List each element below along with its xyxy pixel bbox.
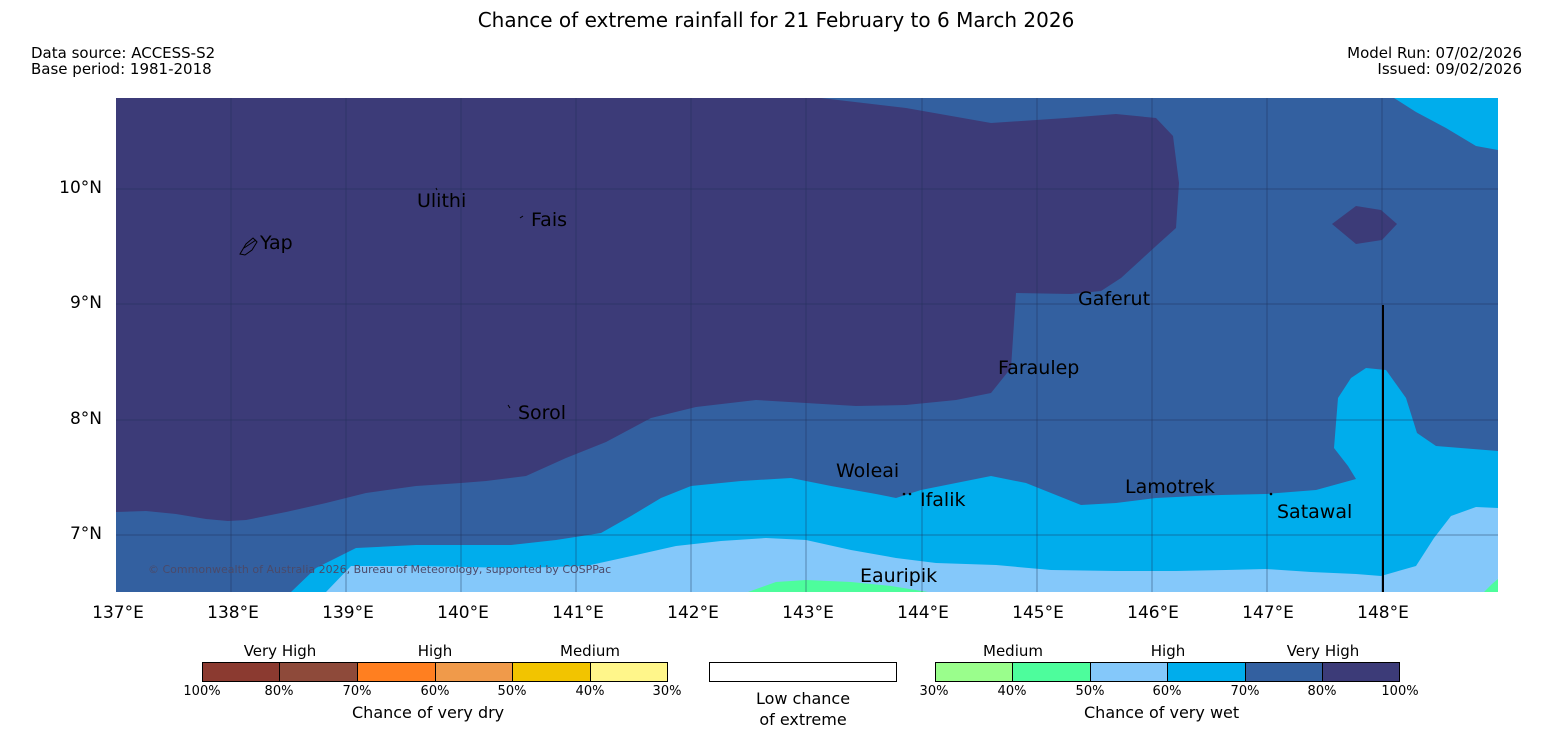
place-label-gaferut: Gaferut	[1078, 288, 1151, 310]
place-label-satawal: Satawal	[1277, 501, 1353, 523]
dry-swatch	[202, 662, 280, 682]
place-label-yap: Yap	[260, 232, 293, 254]
low-chance-line1: Low chance	[755, 689, 851, 708]
dry-tick: 60%	[420, 684, 450, 699]
low-chance-label: Low chance of extreme	[709, 688, 897, 730]
issued-date: Issued: 09/02/2026	[1377, 60, 1522, 78]
dry-swatch	[279, 662, 358, 682]
place-label-fais: Fais	[531, 209, 568, 231]
zone-60-70-main	[291, 368, 1498, 592]
dry-tick: 70%	[342, 684, 372, 699]
dry-swatch	[435, 662, 513, 682]
wet-swatch	[1322, 662, 1400, 682]
low-chance-line2: of extreme	[759, 710, 847, 729]
lon-label: 145°E	[1012, 603, 1064, 623]
low-chance-swatch	[709, 662, 897, 682]
dry-legend-head: High	[417, 642, 453, 660]
wet-tick: 30%	[919, 684, 949, 699]
rainfall-map	[116, 98, 1498, 592]
lon-label: 148°E	[1357, 603, 1409, 623]
data-source: Data source: ACCESS-S2	[31, 44, 216, 62]
wet-swatch	[1090, 662, 1168, 682]
place-label-lamotrek: Lamotrek	[1125, 476, 1215, 498]
dry-tick: 40%	[575, 684, 605, 699]
zone-40-50-edge	[1484, 579, 1498, 592]
dry-tick: 100%	[183, 684, 221, 699]
meta-left: Data source: ACCESS-S2 Base period: 1981…	[31, 45, 215, 77]
island-marks	[239, 187, 1273, 496]
wet-tick: 40%	[997, 684, 1027, 699]
dry-swatch	[357, 662, 436, 682]
base-period: Base period: 1981-2018	[31, 60, 212, 78]
lat-label: 9°N	[69, 293, 102, 313]
wet-tick: 80%	[1307, 684, 1337, 699]
lon-label: 139°E	[322, 603, 374, 623]
dry-tick: 30%	[652, 684, 682, 699]
wet-swatch	[1012, 662, 1091, 682]
dry-legend-head: Very High	[243, 642, 317, 660]
place-label-woleai: Woleai	[836, 460, 900, 482]
wet-legend-head: Medium	[983, 642, 1043, 660]
wet-tick: 60%	[1152, 684, 1182, 699]
copyright-notice: © Commonwealth of Australia 2026, Bureau…	[148, 563, 612, 576]
lat-label: 7°N	[69, 524, 102, 544]
chart-title: Chance of extreme rainfall for 21 Februa…	[477, 8, 1075, 32]
wet-legend-head: High	[1150, 642, 1186, 660]
lon-label: 140°E	[437, 603, 489, 623]
zone-60-70	[1394, 98, 1498, 150]
lon-label: 143°E	[782, 603, 834, 623]
wet-tick: 50%	[1075, 684, 1105, 699]
lon-label: 142°E	[667, 603, 719, 623]
lat-label: 10°N	[59, 178, 102, 198]
dry-tick: 80%	[264, 684, 294, 699]
wet-swatch	[935, 662, 1013, 682]
dry-legend-head: Medium	[560, 642, 620, 660]
lon-label: 138°E	[207, 603, 259, 623]
meta-right: Model Run: 07/02/2026 Issued: 09/02/2026	[1347, 45, 1522, 77]
zone-40-50	[748, 580, 928, 592]
place-label-ulithi: Ulithi	[417, 190, 467, 212]
zone-80-100-small	[1332, 206, 1397, 244]
wet-swatch	[1245, 662, 1323, 682]
wet-tick: 100%	[1381, 684, 1419, 699]
zone-50-60	[326, 507, 1498, 592]
wet-legend-title: Chance of very wet	[1084, 703, 1240, 722]
place-label-ifalik: Ifalik	[920, 489, 966, 511]
lon-label: 147°E	[1242, 603, 1294, 623]
place-label-sorol: Sorol	[518, 402, 566, 424]
zone-80-100	[116, 98, 1179, 521]
lon-label: 137°E	[92, 603, 144, 623]
dry-legend-title: Chance of very dry	[352, 703, 505, 722]
wet-swatch	[1167, 662, 1246, 682]
lat-label: 8°N	[69, 409, 102, 429]
dry-tick: 50%	[497, 684, 527, 699]
lon-label: 146°E	[1127, 603, 1179, 623]
wet-legend-head: Very High	[1286, 642, 1360, 660]
model-run: Model Run: 07/02/2026	[1347, 44, 1522, 62]
wet-tick: 70%	[1230, 684, 1260, 699]
place-label-faraulep: Faraulep	[998, 357, 1080, 379]
dry-swatch	[512, 662, 591, 682]
lon-label: 144°E	[897, 603, 949, 623]
dry-swatch	[590, 662, 668, 682]
lon-label: 141°E	[552, 603, 604, 623]
place-label-eauripik: Eauripik	[860, 565, 938, 587]
